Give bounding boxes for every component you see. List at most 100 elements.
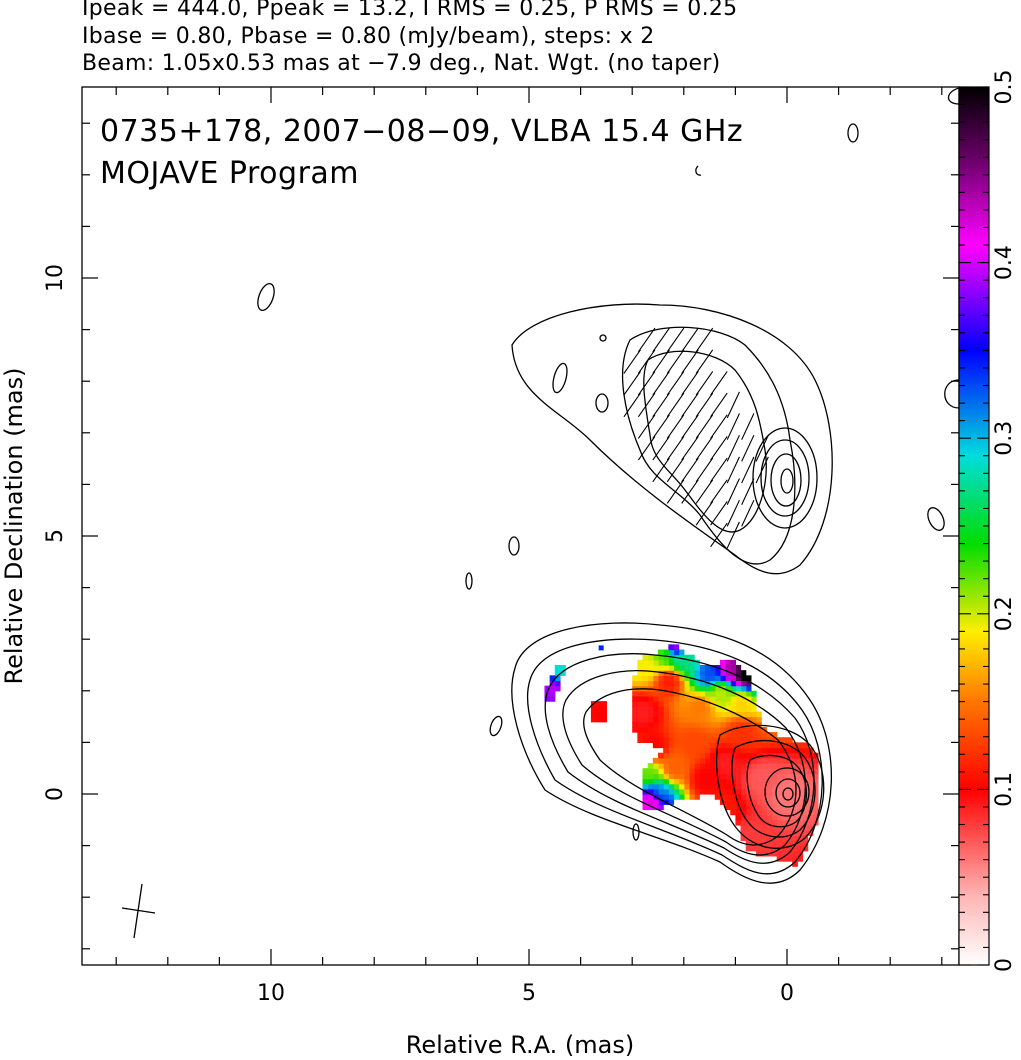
pol-pixel (781, 794, 788, 800)
evpa-tick (695, 479, 714, 504)
pol-pixel (776, 768, 783, 774)
pol-pixel (730, 794, 736, 800)
pol-pixel (673, 695, 680, 702)
pol-pixel (719, 690, 726, 697)
pol-pixel (688, 788, 695, 795)
pol-pixel (761, 819, 767, 826)
pol-pixel (750, 706, 757, 713)
pol-pixel (688, 778, 695, 785)
pol-pixel (725, 701, 731, 707)
pol-pixel (683, 773, 690, 780)
pol-pixel (683, 783, 690, 790)
pol-pixel (658, 670, 664, 676)
pol-pixel (663, 788, 669, 795)
pol-pixel (704, 706, 711, 713)
pol-pixel (658, 768, 664, 774)
evpa-tick (637, 327, 656, 353)
pol-pixel (745, 721, 752, 728)
pol-pixel (740, 804, 747, 811)
pol-pixel (652, 721, 659, 728)
pol-pixel (678, 654, 685, 661)
pol-pixel (683, 763, 690, 769)
pol-pixel (683, 794, 690, 800)
pol-pixel (694, 788, 700, 795)
pol-pixel (730, 804, 736, 811)
pol-pixel (658, 778, 664, 785)
pol-pixel (719, 670, 726, 676)
evpa-tick (652, 414, 670, 439)
pol-pixel (688, 752, 695, 759)
evpa-tick (637, 349, 656, 374)
pol-pixel (771, 830, 778, 836)
pol-pixel (730, 726, 736, 733)
evpa-tick (741, 478, 755, 505)
pol-pixel (807, 757, 814, 764)
pol-pixel (761, 747, 767, 754)
pol-pixel (719, 659, 726, 666)
pol-pixel (745, 680, 752, 687)
pol-pixel (725, 659, 731, 666)
pol-pixel (688, 747, 695, 754)
pol-pixel (668, 763, 675, 769)
evpa-tick (666, 349, 685, 374)
colorbar-tick-label: 0.3 (992, 421, 1017, 456)
pol-pixel (797, 830, 804, 836)
pol-pixel (637, 732, 644, 738)
pol-pixel (761, 783, 767, 790)
pol-pixel (787, 763, 793, 769)
evpa-tick (710, 392, 728, 418)
pol-pixel (771, 799, 778, 805)
pol-pixel (807, 783, 814, 790)
pol-pixel (740, 695, 747, 702)
pol-pixel (694, 752, 700, 759)
program-label: MOJAVE Program (100, 156, 359, 191)
pol-pixel (590, 706, 597, 713)
pol-pixel (647, 690, 654, 697)
pol-pixel (652, 778, 659, 785)
pol-pixel (807, 804, 814, 811)
pol-pixel (776, 763, 783, 769)
contour-isle-7 (489, 715, 503, 737)
pol-pixel (802, 752, 809, 759)
pol-pixel (761, 788, 767, 795)
pol-pixel (704, 680, 711, 687)
axis-ticks (82, 87, 959, 965)
pol-pixel (699, 773, 706, 780)
pol-pixel (750, 830, 757, 836)
pol-pixel (802, 757, 809, 764)
contour-jet-1 (511, 303, 833, 575)
pol-pixel (714, 695, 721, 702)
pol-pixel (740, 747, 747, 754)
pol-pixel (735, 783, 742, 790)
pol-pixel (658, 732, 664, 738)
pol-pixel (647, 773, 654, 780)
pol-pixel (787, 773, 793, 780)
pol-pixel (704, 716, 711, 723)
pol-pixel (735, 814, 742, 821)
pol-pixel (719, 706, 726, 713)
pol-pixel (632, 721, 638, 728)
pol-pixel (719, 752, 726, 759)
pol-pixel (652, 732, 659, 738)
pol-pixel (652, 690, 659, 697)
pol-pixel (750, 742, 757, 749)
pol-pixel (642, 773, 649, 780)
pol-pixel (714, 670, 721, 676)
pol-pixel (652, 711, 659, 718)
contour-isle-1 (257, 282, 275, 312)
pol-pixel (735, 747, 742, 754)
pol-pixel (709, 690, 716, 697)
pol-pixel (601, 716, 607, 723)
pol-pixel (735, 742, 742, 749)
pol-pixel (766, 835, 773, 842)
pol-pixel (735, 794, 742, 800)
pol-pixel (787, 855, 793, 862)
pol-pixel (688, 680, 695, 687)
pol-pixel (787, 830, 793, 836)
pol-pixel (771, 732, 778, 738)
pol-pixel (694, 726, 700, 733)
evpa-tick (726, 499, 740, 527)
pol-pixel (745, 840, 752, 847)
pol-pixel (756, 809, 762, 816)
pol-pixel (730, 809, 736, 816)
